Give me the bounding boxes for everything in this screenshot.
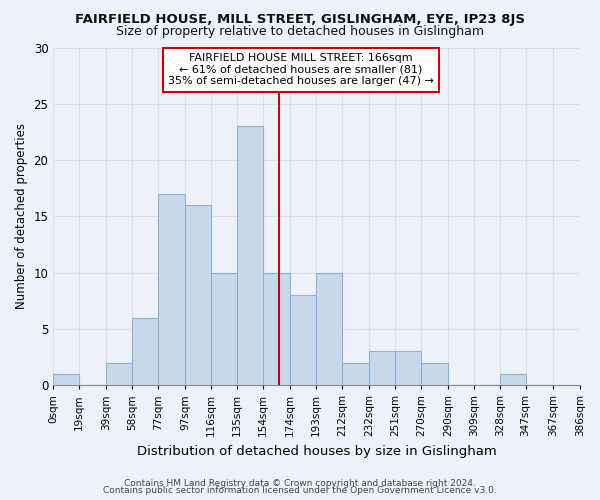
Bar	[316, 272, 342, 385]
Bar	[106, 362, 132, 385]
Text: FAIRFIELD HOUSE MILL STREET: 166sqm
← 61% of detached houses are smaller (81)
35: FAIRFIELD HOUSE MILL STREET: 166sqm ← 61…	[168, 53, 434, 86]
Bar	[421, 362, 448, 385]
Bar	[263, 272, 290, 385]
Bar	[500, 374, 526, 385]
Bar	[395, 352, 421, 385]
Text: Contains HM Land Registry data © Crown copyright and database right 2024.: Contains HM Land Registry data © Crown c…	[124, 478, 476, 488]
Bar	[158, 194, 185, 385]
Bar	[369, 352, 395, 385]
Bar	[237, 126, 263, 385]
Bar	[185, 205, 211, 385]
Bar	[53, 374, 79, 385]
X-axis label: Distribution of detached houses by size in Gislingham: Distribution of detached houses by size …	[137, 444, 497, 458]
Bar	[211, 272, 237, 385]
Y-axis label: Number of detached properties: Number of detached properties	[15, 124, 28, 310]
Bar	[132, 318, 158, 385]
Bar	[290, 295, 316, 385]
Text: Size of property relative to detached houses in Gislingham: Size of property relative to detached ho…	[116, 25, 484, 38]
Text: FAIRFIELD HOUSE, MILL STREET, GISLINGHAM, EYE, IP23 8JS: FAIRFIELD HOUSE, MILL STREET, GISLINGHAM…	[75, 12, 525, 26]
Text: Contains public sector information licensed under the Open Government Licence v3: Contains public sector information licen…	[103, 486, 497, 495]
Bar	[342, 362, 369, 385]
